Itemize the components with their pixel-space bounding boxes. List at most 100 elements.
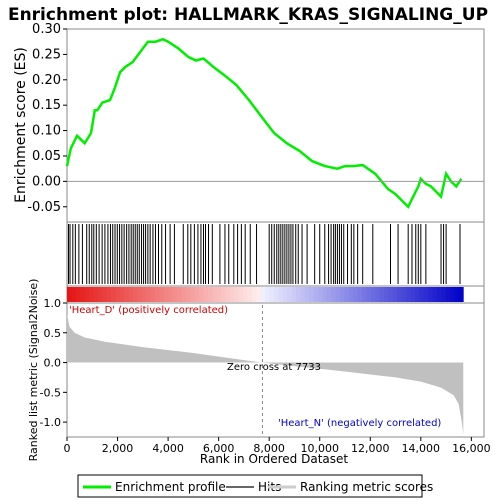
heatmap-cell <box>221 287 226 302</box>
heatmap-cell <box>185 287 191 302</box>
heatmap-cell <box>450 287 455 302</box>
heatmap-cell <box>335 287 341 302</box>
ranking-metric-fill <box>67 313 464 434</box>
heatmap-cell <box>89 287 94 302</box>
heatmap-cell <box>370 287 376 302</box>
ranking-metric-area <box>67 305 464 435</box>
heatmap-cell <box>375 287 381 302</box>
es-y-tick-label: 0.05 <box>32 149 61 164</box>
es-y-axis-label: Enrichment score (ES) <box>13 47 29 203</box>
es-y-tick-label: 0.00 <box>32 174 61 189</box>
heatmap-cell <box>194 287 200 302</box>
heatmap-cell <box>432 287 438 302</box>
heatmap-cell <box>282 287 288 302</box>
heatmap-cell <box>339 287 345 302</box>
rank-y-tick-label: 0.5 <box>44 327 62 340</box>
positive-correlation-label: 'Heart_D' (positively correlated) <box>69 305 228 316</box>
heatmap-cell <box>287 287 292 302</box>
heatmap-cell <box>137 287 143 302</box>
heatmap-cell <box>331 287 336 302</box>
x-tick-label: 0 <box>64 442 71 455</box>
heatmap-cell <box>168 287 174 302</box>
heatmap-cell <box>124 287 130 302</box>
heatmap-cell <box>313 287 319 302</box>
heatmap-cell <box>155 287 160 302</box>
heatmap-cell <box>419 287 425 302</box>
heatmap-cell <box>291 287 297 302</box>
heatmap-cell <box>163 287 169 302</box>
heatmap-cell <box>423 287 429 302</box>
x-tick-label: 6,000 <box>203 442 235 455</box>
heatmap-cell <box>388 287 394 302</box>
heatmap-cell <box>111 287 116 302</box>
heatmap-cell <box>414 287 420 302</box>
legend-label-ranking: Ranking metric scores <box>300 480 433 494</box>
heatmap-cell <box>366 287 372 302</box>
x-tick-label: 12,000 <box>351 442 390 455</box>
rank-y-tick-label: 0.0 <box>44 357 62 370</box>
heatmap-cell <box>128 287 134 302</box>
heatmap-cell <box>80 287 86 302</box>
heatmap-cell <box>269 287 275 302</box>
rank-y-tick-label: 1.0 <box>44 297 62 310</box>
heatmap-cell <box>445 287 451 302</box>
x-tick-label: 4,000 <box>152 442 184 455</box>
heatmap-cell <box>71 287 77 302</box>
heatmap-cell <box>150 287 156 302</box>
es-y-tick-label: 0.25 <box>32 47 61 62</box>
heatmap-cell <box>251 287 257 302</box>
heatmap-cell <box>362 287 367 302</box>
heatmap-cell <box>344 287 350 302</box>
enrichment-panel <box>66 28 485 223</box>
heatmap-cell <box>353 287 359 302</box>
legend-label-enrichment: Enrichment profile <box>115 480 226 494</box>
heatmap-cell <box>458 287 464 302</box>
heatmap-cell <box>247 287 253 302</box>
x-tick-label: 8,000 <box>253 442 285 455</box>
heatmap-cell <box>401 287 407 302</box>
hit-ticks <box>68 224 461 284</box>
rank-y-tick-label: -0.5 <box>40 386 61 399</box>
heatmap-cell <box>207 287 213 302</box>
es-y-tick-label: 0.15 <box>32 98 61 113</box>
heatmap-cell <box>229 287 235 302</box>
enrichment-profile-line <box>65 37 463 209</box>
heatmap-cell <box>141 287 147 302</box>
es-y-tick-label: 0.10 <box>32 124 61 139</box>
heatmap-cell <box>317 287 323 302</box>
heatmap-cell <box>410 287 416 302</box>
heatmap-cell <box>436 287 442 302</box>
heatmap-cell <box>406 287 411 302</box>
enrichment-profile-group <box>65 37 463 209</box>
es-y-tick-label: 0.30 <box>32 22 61 37</box>
zero-cross-label: Zero cross at 7733 <box>227 362 321 373</box>
heatmap-cell <box>133 287 138 302</box>
heatmap-cell <box>379 287 385 302</box>
x-tick-label: 16,000 <box>452 442 491 455</box>
heatmap-cell <box>273 287 279 302</box>
heatmap-cell <box>428 287 433 302</box>
heatmap-cell <box>260 287 266 302</box>
heatmap-cell <box>392 287 398 302</box>
heatmap-cell <box>304 287 310 302</box>
rank-y-ticks: -1.0 -0.5 0.0 0.5 1.0 <box>40 297 67 429</box>
heatmap-cell <box>119 287 125 302</box>
heatmap-cell <box>234 287 240 302</box>
x-tick-label: 14,000 <box>402 442 441 455</box>
heatmap-cell <box>454 287 460 302</box>
heatmap-cell <box>75 287 81 302</box>
heatmap-cell <box>384 287 389 302</box>
es-y-tick-label: 0.20 <box>32 73 61 88</box>
rank-y-tick-label: -1.0 <box>40 416 61 429</box>
heatmap-cell <box>159 287 165 302</box>
heatmap-cell <box>256 287 262 302</box>
heatmap-cell <box>216 287 222 302</box>
heatmap-cell <box>172 287 178 302</box>
heatmap-cell <box>102 287 108 302</box>
rank-y-axis-label: Ranked list metric (Signal2Noise) <box>27 279 40 462</box>
heatmap-cell <box>146 287 152 302</box>
heatmap-cell <box>348 287 354 302</box>
correlation-heatmap-bar <box>67 287 464 302</box>
heatmap-cell <box>93 287 99 302</box>
